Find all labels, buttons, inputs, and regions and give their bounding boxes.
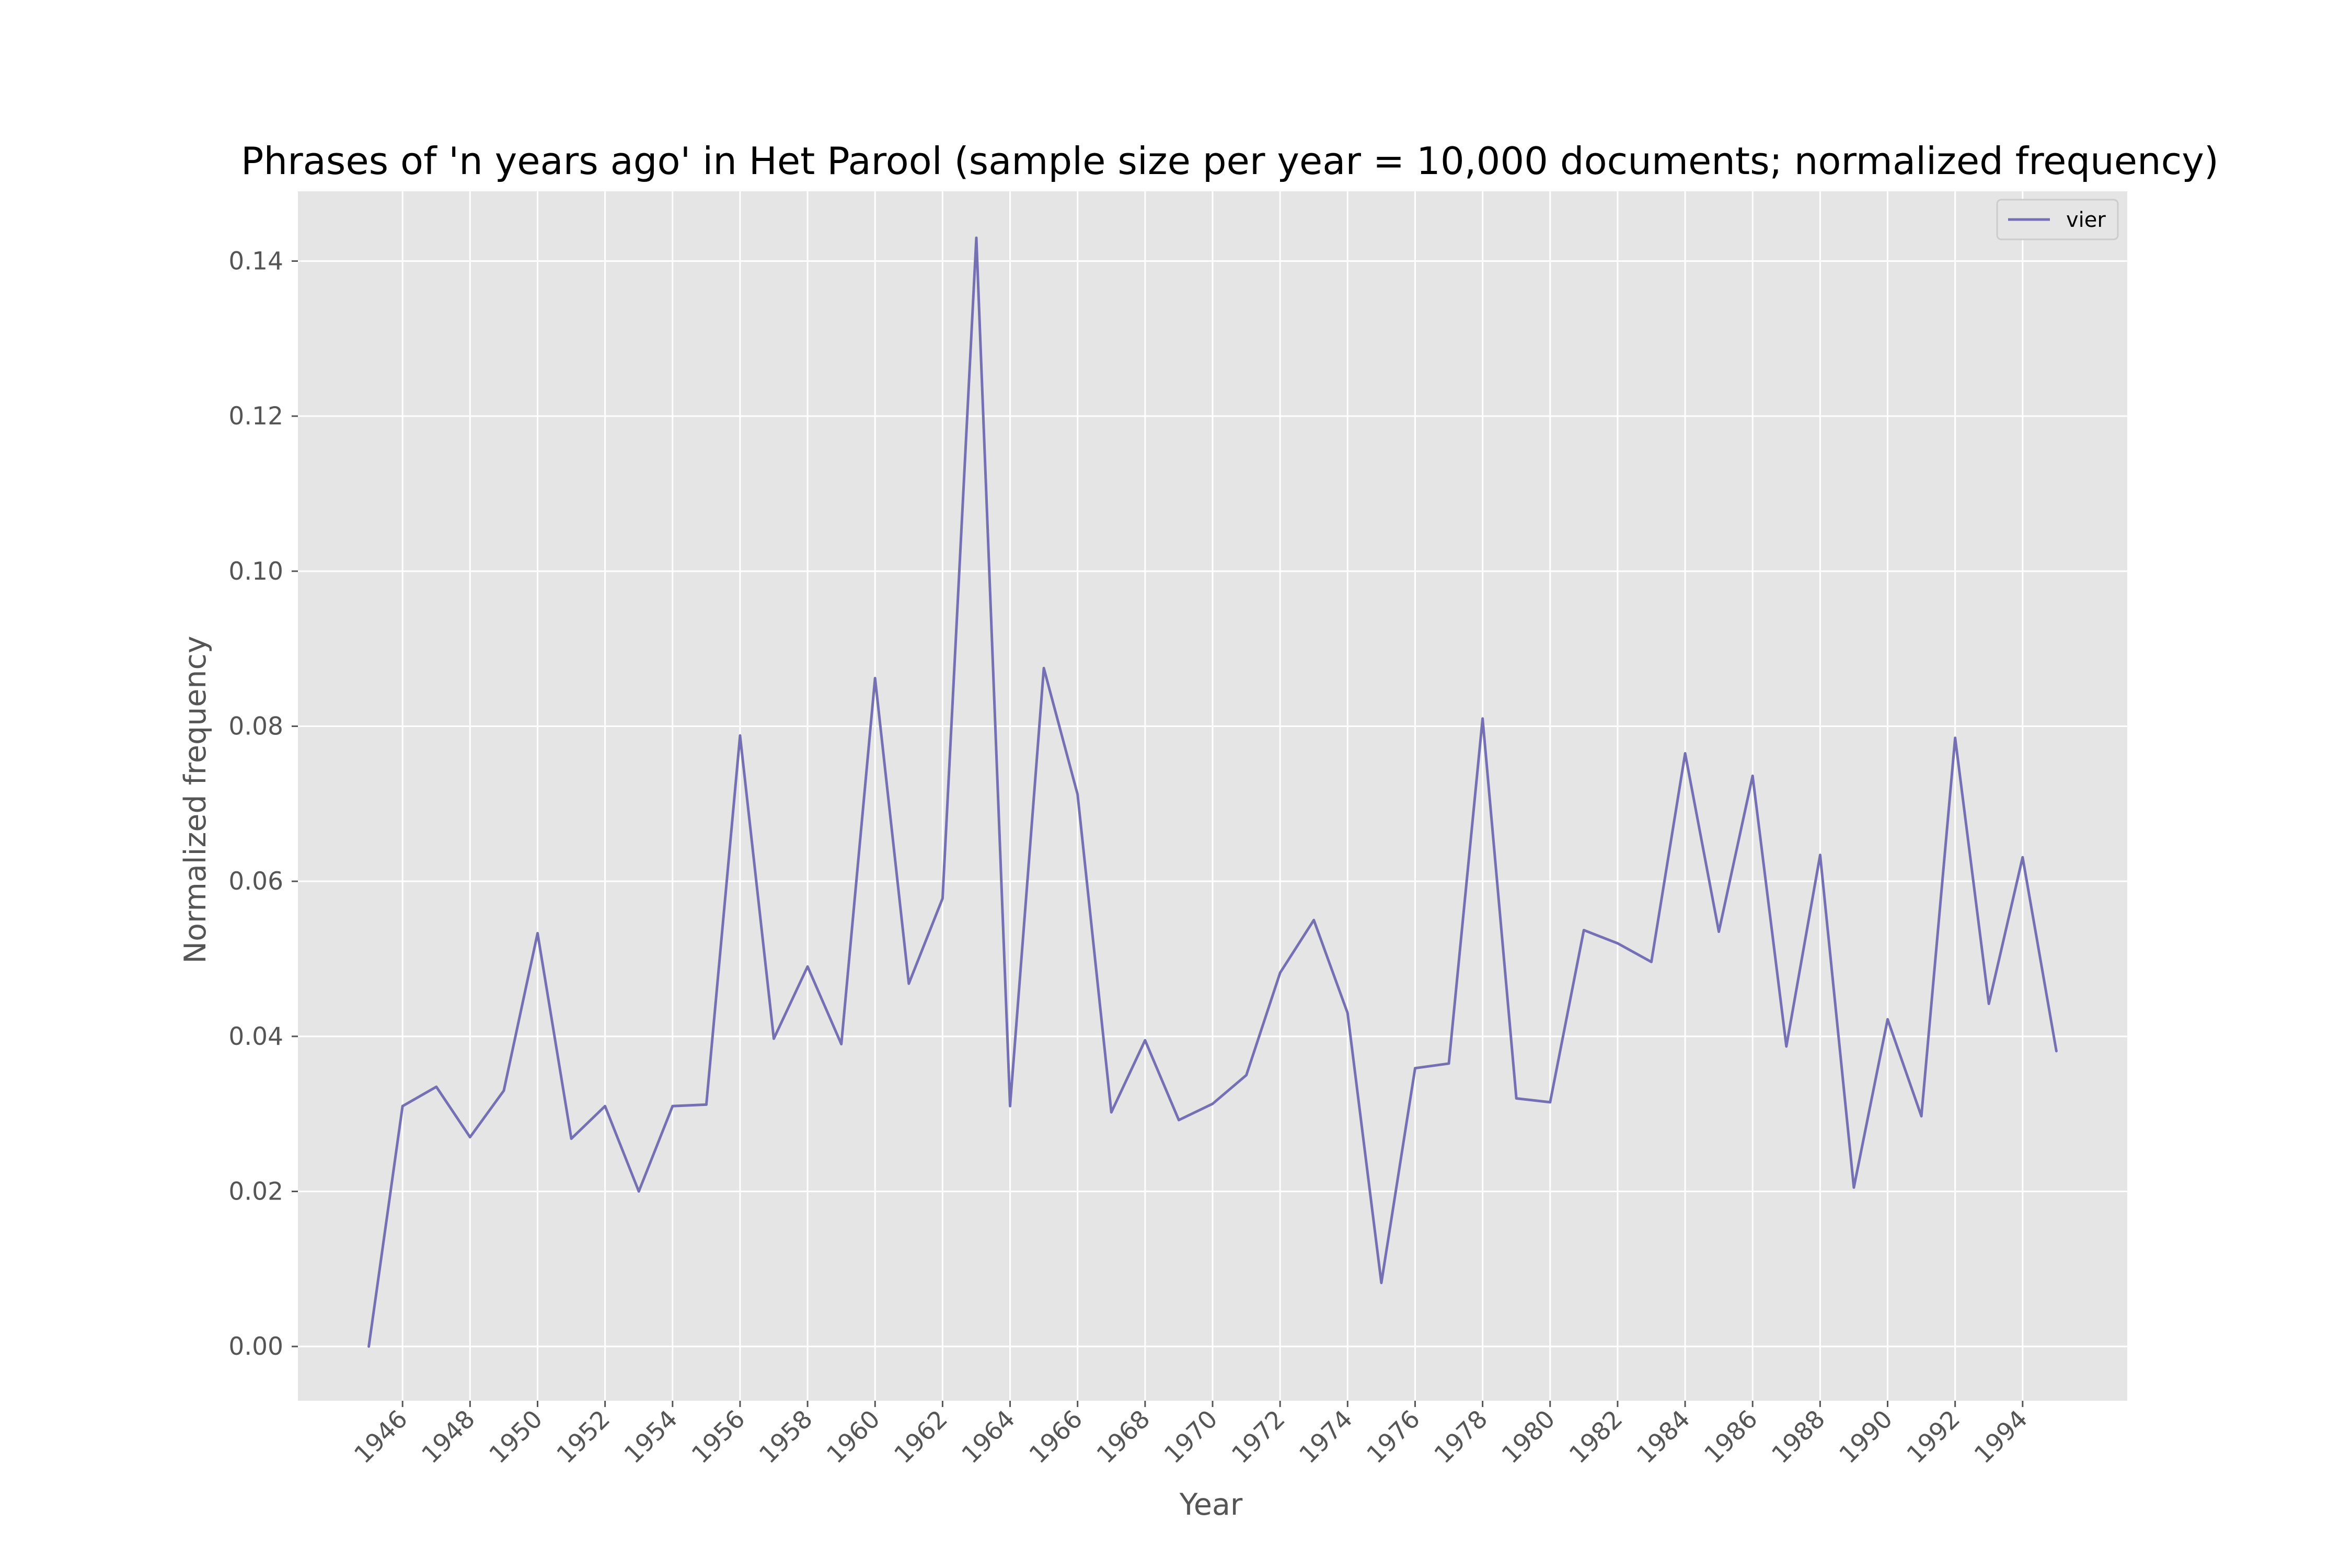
- y-tick-label: 0.00: [228, 1332, 283, 1361]
- legend: vier: [1996, 199, 2119, 240]
- y-tick-label: 0.08: [228, 712, 283, 741]
- x-axis-label: Year: [1179, 1488, 1243, 1522]
- y-axis-label: Normalized frequency: [178, 636, 213, 963]
- y-tick-label: 0.02: [228, 1178, 283, 1206]
- y-tick-label: 0.06: [228, 867, 283, 896]
- legend-label: vier: [2066, 208, 2106, 232]
- y-axis-ticks: 0.00 0.02 0.04 0.06 0.08 0.10 0.12 0.14: [228, 247, 298, 1361]
- y-tick-label: 0.12: [228, 402, 283, 431]
- y-tick-label: 0.10: [228, 557, 283, 586]
- series-line-vier: [367, 236, 2058, 1348]
- chart-title: Phrases of 'n years ago' in Het Parool (…: [241, 139, 2219, 183]
- series-layer: [367, 236, 2058, 1348]
- y-tick-label: 0.14: [228, 247, 283, 276]
- grid-lines: [298, 191, 2127, 1401]
- legend-box: [1996, 199, 2119, 240]
- y-tick-label: 0.04: [228, 1022, 283, 1051]
